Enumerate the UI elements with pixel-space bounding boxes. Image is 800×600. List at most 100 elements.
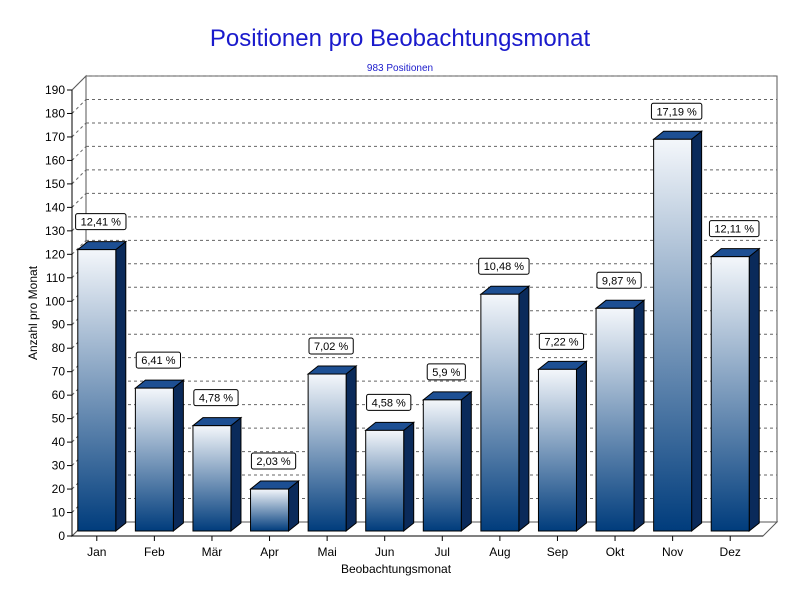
bar-front	[710, 256, 750, 532]
bar-Feb	[133, 379, 185, 533]
x-tick-label: Jan	[87, 545, 106, 559]
x-tick-label: Nov	[662, 545, 683, 559]
bar-Sep	[537, 360, 588, 533]
y-tick-label: 60	[52, 388, 66, 402]
bar-Okt	[594, 299, 646, 533]
bar-front	[192, 425, 232, 532]
svg-text:12,41 %: 12,41 %	[81, 217, 122, 229]
data-label: 17,19 %	[650, 102, 703, 120]
x-axis-label: Beobachtungsmonat	[341, 562, 452, 576]
bar-side	[288, 480, 300, 533]
y-tick-label: 170	[45, 130, 65, 144]
data-labels: 12,41 % 6,41 % 4,78 % 2,03 % 7,02 % 4,58 % 5,9…	[75, 102, 760, 470]
data-label: 4,58 %	[366, 393, 412, 411]
bar-Jan	[76, 240, 128, 533]
y-axis: 0 10 20 30 40 50 60 70 80 90 100 110 120 130 140 150 160…	[45, 83, 73, 543]
bar-side	[633, 299, 645, 533]
bar-front	[365, 429, 405, 532]
data-label: 5,9 %	[426, 363, 466, 381]
bar-front	[653, 138, 693, 532]
y-tick-label: 40	[52, 435, 66, 449]
bar-Mär	[191, 416, 243, 533]
y-tick-label: 150	[45, 177, 65, 191]
x-tick-label: Jul	[435, 545, 450, 559]
data-label: 7,02 %	[308, 337, 354, 355]
bar-side	[345, 364, 357, 533]
bar-side	[230, 416, 242, 533]
bar-Jul	[421, 390, 473, 533]
y-tick-label: 70	[52, 365, 66, 379]
bar-Dez	[709, 247, 761, 533]
y-tick-label: 180	[45, 106, 65, 120]
data-label: 12,41 %	[75, 213, 127, 231]
chart-title: Positionen pro Beobachtungsmonat	[210, 25, 591, 52]
svg-text:4,58 %: 4,58 %	[372, 397, 406, 409]
bars	[76, 130, 761, 533]
bar-Jun	[364, 421, 416, 533]
svg-text:12,11 %: 12,11 %	[714, 224, 754, 236]
x-tick-label: Aug	[489, 545, 510, 559]
bar-side	[115, 240, 127, 533]
bar-Apr	[249, 480, 300, 533]
bar-side	[403, 421, 415, 533]
y-tick-label: 160	[45, 153, 65, 167]
data-label: 12,11 %	[708, 220, 760, 238]
svg-text:2,03 %: 2,03 %	[256, 456, 290, 468]
x-tick-label: Mai	[317, 545, 336, 559]
y-tick-label: 10	[52, 506, 66, 520]
bar-Nov	[652, 130, 704, 533]
bar-front	[422, 399, 462, 532]
svg-text:17,19 %: 17,19 %	[656, 106, 697, 118]
y-tick-label: 80	[52, 341, 66, 355]
svg-text:7,02 %: 7,02 %	[314, 341, 348, 353]
data-label: 9,87 %	[596, 271, 642, 289]
data-label: 2,03 %	[250, 452, 297, 470]
svg-text:9,87 %: 9,87 %	[602, 275, 636, 287]
y-tick-label: 20	[52, 482, 66, 496]
y-tick-label: 50	[52, 412, 66, 426]
bar-side	[460, 390, 472, 533]
data-label: 10,48 %	[478, 257, 530, 275]
bar-front	[77, 249, 117, 532]
x-axis: Jan Feb Mär Apr Mai Jun Jul Aug Sep Okt Nov Dez	[72, 535, 763, 559]
bar-front	[250, 488, 290, 532]
bar-side	[748, 247, 760, 533]
chart-subtitle: 983 Positionen	[367, 63, 433, 74]
y-tick-label: 190	[45, 83, 65, 97]
y-axis-label: Anzahl pro Monat	[26, 265, 40, 360]
svg-text:5,9 %: 5,9 %	[432, 367, 460, 379]
data-label: 4,78 %	[193, 389, 239, 407]
bar-side	[172, 379, 184, 533]
data-label: 7,22 %	[538, 332, 585, 350]
x-tick-label: Okt	[606, 545, 625, 559]
bar-front	[537, 368, 577, 532]
bar-side	[691, 130, 703, 533]
x-tick-label: Jun	[375, 545, 394, 559]
y-tick-label: 120	[45, 247, 65, 261]
x-tick-label: Feb	[144, 545, 165, 559]
bar-side	[518, 285, 530, 533]
y-tick-label: 110	[46, 271, 65, 285]
bar-side	[575, 360, 587, 533]
y-tick-label: 140	[45, 200, 65, 214]
bar-front	[480, 293, 520, 532]
svg-text:6,41 %: 6,41 %	[141, 355, 175, 367]
svg-text:7,22 %: 7,22 %	[544, 336, 578, 348]
bar-front	[134, 387, 174, 532]
x-tick-label: Sep	[547, 545, 569, 559]
y-tick-label: 0	[58, 529, 65, 543]
svg-text:4,78 %: 4,78 %	[199, 393, 233, 405]
x-tick-label: Dez	[720, 545, 741, 559]
data-label: 6,41 %	[135, 351, 181, 369]
x-tick-label: Apr	[260, 545, 279, 559]
y-tick-label: 100	[45, 294, 65, 308]
y-tick-label: 90	[52, 318, 66, 332]
x-tick-label: Mär	[202, 545, 223, 559]
bar-front	[595, 307, 635, 532]
y-tick-label: 130	[45, 224, 65, 238]
bar-Aug	[479, 285, 531, 533]
bar-front	[307, 373, 347, 532]
svg-text:10,48 %: 10,48 %	[484, 261, 525, 273]
y-tick-label: 30	[52, 459, 66, 473]
